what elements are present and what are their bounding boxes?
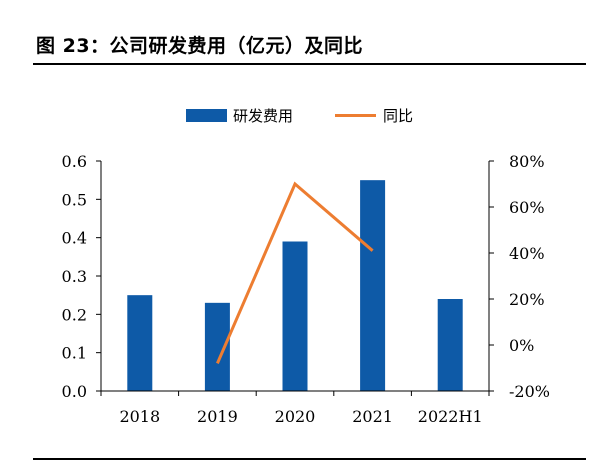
legend-swatch-bar [186, 109, 227, 122]
legend-label-line: 同比 [383, 107, 413, 125]
left-tick-label: 0.4 [62, 229, 87, 248]
figure-title: 图 23：公司研发费用（亿元）及同比 [36, 35, 364, 57]
bar [437, 299, 463, 391]
left-tick-label: 0.0 [62, 382, 87, 401]
left-tick-label: 0.2 [62, 305, 87, 324]
right-tick-label: 60% [509, 198, 545, 217]
right-tick-label: -20% [509, 382, 550, 401]
line-series [216, 181, 374, 364]
left-tick-label: 0.1 [62, 344, 87, 363]
left-axis: 0.0 0.1 0.2 0.3 0.4 0.5 0.6 [62, 152, 102, 401]
x-tick-label: 2019 [197, 407, 238, 426]
right-axis: -20% 0% 20% 40% 60% 80% [488, 152, 550, 401]
bar [282, 241, 308, 391]
bar [360, 180, 386, 391]
x-tick-label: 2018 [119, 407, 160, 426]
title-rule [33, 63, 586, 65]
right-tick-label: 80% [509, 152, 545, 171]
x-tick-label: 2020 [275, 407, 316, 426]
legend-label-bar: 研发费用 [233, 107, 293, 125]
bars [127, 180, 463, 391]
right-tick-label: 20% [509, 290, 545, 309]
left-tick-label: 0.5 [62, 190, 87, 209]
left-tick-label: 0.3 [62, 267, 87, 286]
legend: 研发费用 同比 [186, 107, 413, 125]
bar [127, 295, 153, 391]
x-tick-label: 2022H1 [418, 407, 483, 426]
right-tick-label: 0% [509, 336, 534, 355]
bottom-rule [33, 458, 586, 460]
x-tick-label: 2021 [352, 407, 393, 426]
left-tick-label: 0.6 [62, 152, 87, 171]
right-tick-label: 40% [509, 244, 545, 263]
x-axis: 2018 2019 2020 2021 2022H1 [100, 390, 490, 426]
